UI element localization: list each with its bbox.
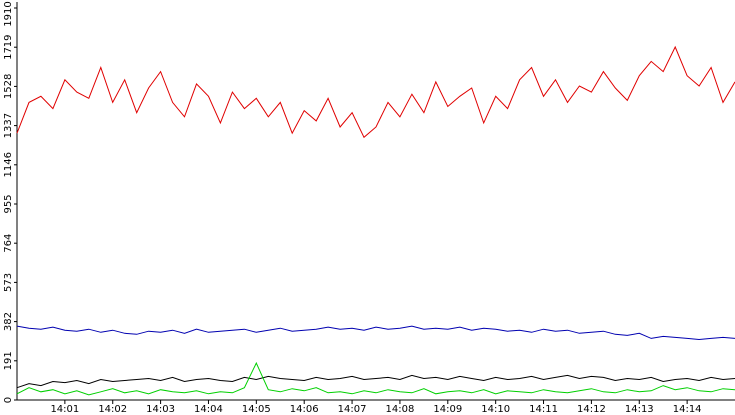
x-tick-label: 14:06 bbox=[290, 404, 319, 415]
x-tick-label: 14:13 bbox=[625, 404, 654, 415]
y-tick-label: 0 bbox=[3, 397, 14, 403]
x-tick-label: 14:14 bbox=[673, 404, 702, 415]
x-tick-label: 14:05 bbox=[242, 404, 271, 415]
series-line bbox=[16, 45, 735, 139]
series-line bbox=[16, 361, 735, 396]
x-tick-label: 14:03 bbox=[146, 404, 175, 415]
x-tick-label: 14:09 bbox=[433, 404, 462, 415]
x-tick-label: 14:07 bbox=[338, 404, 367, 415]
y-tick-label: 1528 bbox=[3, 74, 14, 99]
y-tick-label: 955 bbox=[3, 194, 14, 213]
x-tick-label: 14:10 bbox=[481, 404, 510, 415]
y-tick-label: 573 bbox=[3, 273, 14, 292]
x-tick-label: 14:11 bbox=[529, 404, 558, 415]
x-tick-label: 14:12 bbox=[577, 404, 606, 415]
y-tick-label: 1910 bbox=[3, 1, 14, 26]
x-tick-label: 14:08 bbox=[386, 404, 415, 415]
x-tick-label: 14:02 bbox=[98, 404, 127, 415]
y-tick-label: 191 bbox=[3, 351, 14, 370]
y-tick-label: 764 bbox=[3, 234, 14, 253]
y-tick-label: 1146 bbox=[3, 152, 14, 177]
y-tick-label: 382 bbox=[3, 312, 14, 331]
series-line bbox=[16, 325, 735, 341]
y-tick-label: 1719 bbox=[3, 34, 14, 59]
x-tick-label: 14:01 bbox=[50, 404, 79, 415]
y-tick-label: 1337 bbox=[3, 113, 14, 138]
x-tick-label: 14:04 bbox=[194, 404, 223, 415]
series-line bbox=[16, 374, 735, 389]
